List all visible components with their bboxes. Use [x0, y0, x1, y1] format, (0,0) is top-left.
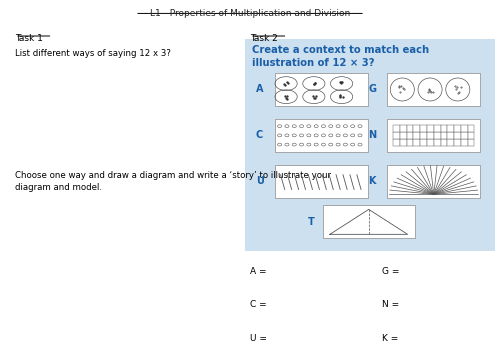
Bar	[440, 125, 448, 132]
Bar	[275, 119, 368, 152]
Text: L1 - Properties of Multiplication and Division: L1 - Properties of Multiplication and Di…	[150, 9, 350, 18]
Bar	[448, 132, 454, 139]
Bar	[388, 119, 480, 152]
Bar	[434, 125, 440, 132]
Text: List different ways of saying 12 x 3?: List different ways of saying 12 x 3?	[15, 49, 171, 58]
Bar	[400, 132, 406, 139]
Text: C: C	[256, 130, 263, 140]
Bar	[245, 39, 495, 251]
Bar	[468, 132, 474, 139]
Bar	[448, 139, 454, 146]
Bar	[427, 132, 434, 139]
Bar	[420, 132, 427, 139]
Bar	[440, 139, 448, 146]
Bar	[440, 132, 448, 139]
Bar	[322, 205, 415, 238]
Text: G =: G =	[382, 267, 400, 275]
Bar	[393, 139, 400, 146]
Text: U: U	[256, 176, 264, 186]
Bar	[454, 132, 461, 139]
Bar	[468, 125, 474, 132]
Text: U =: U =	[250, 334, 267, 342]
Bar	[388, 73, 480, 106]
Bar	[427, 125, 434, 132]
Text: diagram and model.: diagram and model.	[15, 183, 102, 191]
Bar	[388, 165, 480, 198]
Bar	[434, 139, 440, 146]
Bar	[406, 132, 414, 139]
Text: T: T	[308, 217, 314, 227]
Text: N: N	[368, 130, 376, 140]
Text: Choose one way and draw a diagram and write a ‘story’ to illustrate your: Choose one way and draw a diagram and wr…	[15, 171, 331, 180]
Text: Task 1: Task 1	[15, 34, 43, 42]
Bar	[414, 125, 420, 132]
Text: Task 2: Task 2	[250, 34, 278, 42]
Bar	[275, 165, 368, 198]
Bar	[406, 139, 414, 146]
Bar	[454, 139, 461, 146]
Bar	[420, 125, 427, 132]
Bar	[448, 125, 454, 132]
Bar	[406, 125, 414, 132]
Bar	[400, 125, 406, 132]
Text: C =: C =	[250, 300, 266, 309]
Bar	[434, 132, 440, 139]
Text: A =: A =	[250, 267, 266, 275]
Text: Create a context to match each
illustration of 12 × 3?: Create a context to match each illustrat…	[252, 45, 430, 68]
Bar	[461, 139, 468, 146]
Text: K: K	[368, 176, 376, 186]
Bar	[275, 73, 368, 106]
Bar	[468, 139, 474, 146]
Text: A: A	[256, 84, 264, 95]
Ellipse shape	[418, 78, 442, 101]
Bar	[461, 125, 468, 132]
Ellipse shape	[446, 78, 470, 101]
Bar	[420, 139, 427, 146]
Bar	[393, 125, 400, 132]
Text: N =: N =	[382, 300, 400, 309]
Bar	[393, 132, 400, 139]
Bar	[454, 125, 461, 132]
Bar	[400, 139, 406, 146]
Text: G: G	[368, 84, 376, 95]
Bar	[414, 139, 420, 146]
Bar	[461, 132, 468, 139]
Bar	[414, 132, 420, 139]
Bar	[427, 139, 434, 146]
Ellipse shape	[390, 78, 414, 101]
Text: K =: K =	[382, 334, 399, 342]
